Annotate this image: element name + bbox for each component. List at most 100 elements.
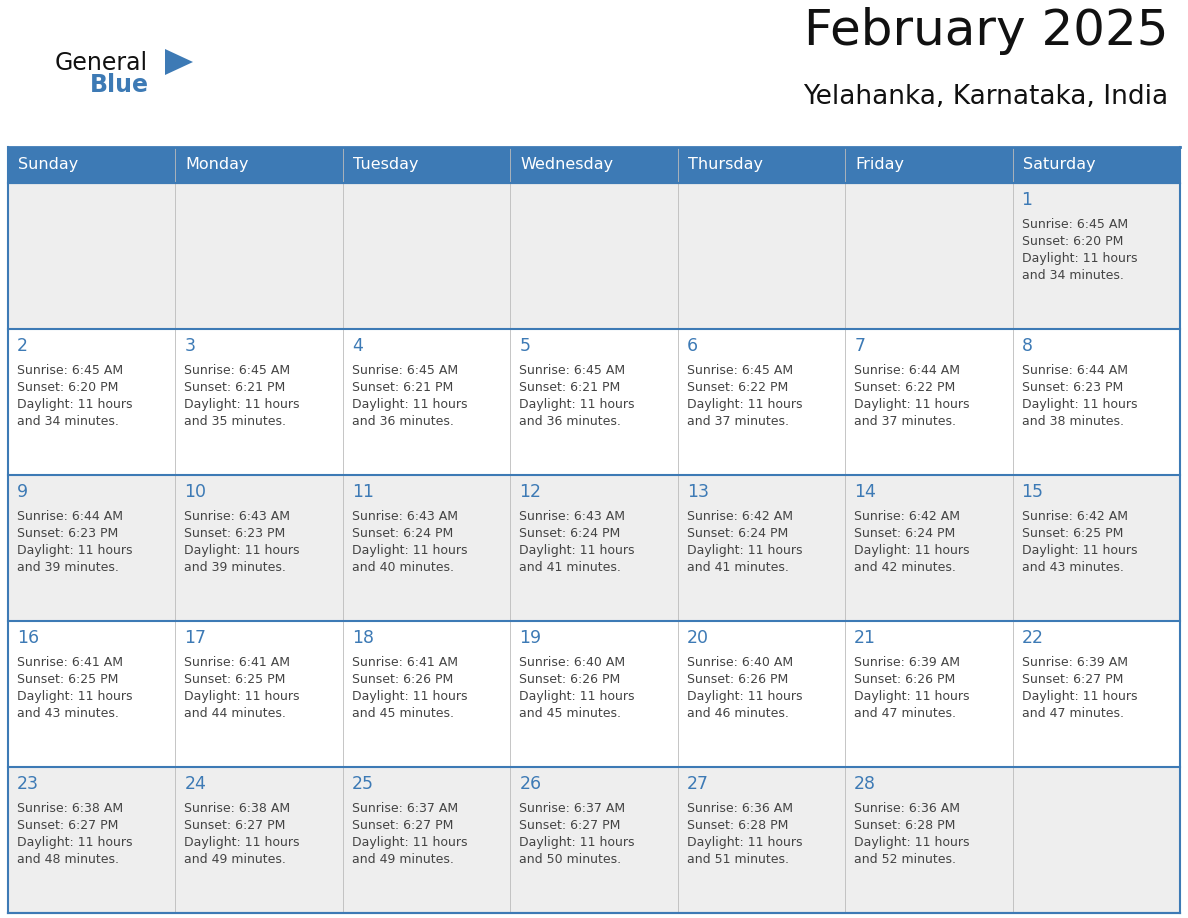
Text: 4: 4 (352, 337, 362, 355)
FancyBboxPatch shape (677, 183, 845, 329)
Text: Tuesday: Tuesday (353, 158, 418, 173)
Text: Sunrise: 6:45 AM: Sunrise: 6:45 AM (519, 364, 625, 377)
FancyBboxPatch shape (1012, 475, 1180, 621)
FancyBboxPatch shape (176, 621, 343, 767)
Text: Sunset: 6:23 PM: Sunset: 6:23 PM (184, 527, 285, 540)
Text: Sunset: 6:24 PM: Sunset: 6:24 PM (687, 527, 788, 540)
Text: Sunset: 6:27 PM: Sunset: 6:27 PM (1022, 673, 1123, 686)
Text: Sunset: 6:25 PM: Sunset: 6:25 PM (17, 673, 119, 686)
Text: Daylight: 11 hours: Daylight: 11 hours (17, 398, 133, 411)
Text: and 41 minutes.: and 41 minutes. (687, 561, 789, 574)
Text: 3: 3 (184, 337, 196, 355)
Text: 12: 12 (519, 483, 542, 501)
FancyBboxPatch shape (845, 183, 1012, 329)
FancyBboxPatch shape (677, 475, 845, 621)
Text: Daylight: 11 hours: Daylight: 11 hours (854, 544, 969, 557)
Text: Daylight: 11 hours: Daylight: 11 hours (854, 398, 969, 411)
FancyBboxPatch shape (176, 475, 343, 621)
Text: Sunset: 6:20 PM: Sunset: 6:20 PM (1022, 235, 1123, 248)
Text: Friday: Friday (855, 158, 904, 173)
FancyBboxPatch shape (8, 621, 176, 767)
Text: Sunset: 6:26 PM: Sunset: 6:26 PM (519, 673, 620, 686)
FancyBboxPatch shape (8, 329, 176, 475)
Text: Sunset: 6:21 PM: Sunset: 6:21 PM (352, 381, 453, 394)
Text: 28: 28 (854, 775, 876, 793)
Text: Sunset: 6:28 PM: Sunset: 6:28 PM (854, 819, 955, 832)
Text: Sunset: 6:25 PM: Sunset: 6:25 PM (1022, 527, 1123, 540)
FancyBboxPatch shape (343, 621, 511, 767)
Text: Sunrise: 6:44 AM: Sunrise: 6:44 AM (17, 510, 124, 523)
Text: Daylight: 11 hours: Daylight: 11 hours (184, 836, 299, 849)
Text: Sunset: 6:27 PM: Sunset: 6:27 PM (184, 819, 286, 832)
Text: and 37 minutes.: and 37 minutes. (854, 415, 956, 428)
Text: Sunset: 6:24 PM: Sunset: 6:24 PM (352, 527, 453, 540)
Text: Sunrise: 6:38 AM: Sunrise: 6:38 AM (184, 802, 291, 815)
FancyBboxPatch shape (1012, 621, 1180, 767)
Text: Sunset: 6:20 PM: Sunset: 6:20 PM (17, 381, 119, 394)
FancyBboxPatch shape (1012, 183, 1180, 329)
Text: Sunrise: 6:40 AM: Sunrise: 6:40 AM (687, 656, 792, 669)
Text: Sunset: 6:26 PM: Sunset: 6:26 PM (352, 673, 453, 686)
FancyBboxPatch shape (8, 183, 176, 329)
Text: 1: 1 (1022, 191, 1032, 209)
Text: Sunset: 6:21 PM: Sunset: 6:21 PM (519, 381, 620, 394)
Text: Sunrise: 6:36 AM: Sunrise: 6:36 AM (687, 802, 792, 815)
Text: and 36 minutes.: and 36 minutes. (352, 415, 454, 428)
FancyBboxPatch shape (845, 767, 1012, 913)
FancyBboxPatch shape (845, 475, 1012, 621)
Text: and 41 minutes.: and 41 minutes. (519, 561, 621, 574)
Text: 14: 14 (854, 483, 876, 501)
Text: and 52 minutes.: and 52 minutes. (854, 853, 956, 866)
Text: 18: 18 (352, 629, 374, 647)
Text: Daylight: 11 hours: Daylight: 11 hours (352, 398, 467, 411)
Text: Daylight: 11 hours: Daylight: 11 hours (1022, 690, 1137, 703)
FancyBboxPatch shape (343, 329, 511, 475)
FancyBboxPatch shape (511, 183, 677, 329)
Text: Daylight: 11 hours: Daylight: 11 hours (687, 836, 802, 849)
FancyBboxPatch shape (176, 329, 343, 475)
Text: 8: 8 (1022, 337, 1032, 355)
Text: and 35 minutes.: and 35 minutes. (184, 415, 286, 428)
Text: 20: 20 (687, 629, 709, 647)
Text: Sunday: Sunday (18, 158, 78, 173)
Text: and 42 minutes.: and 42 minutes. (854, 561, 956, 574)
Text: 15: 15 (1022, 483, 1043, 501)
Text: and 38 minutes.: and 38 minutes. (1022, 415, 1124, 428)
FancyBboxPatch shape (343, 183, 511, 329)
Text: Sunrise: 6:42 AM: Sunrise: 6:42 AM (854, 510, 960, 523)
Text: Sunset: 6:25 PM: Sunset: 6:25 PM (184, 673, 286, 686)
Text: and 45 minutes.: and 45 minutes. (519, 707, 621, 720)
Text: 11: 11 (352, 483, 374, 501)
Text: Sunrise: 6:39 AM: Sunrise: 6:39 AM (1022, 656, 1127, 669)
Text: Daylight: 11 hours: Daylight: 11 hours (519, 398, 634, 411)
Text: 17: 17 (184, 629, 207, 647)
Text: Daylight: 11 hours: Daylight: 11 hours (184, 544, 299, 557)
Text: Sunrise: 6:43 AM: Sunrise: 6:43 AM (352, 510, 457, 523)
Text: Sunrise: 6:44 AM: Sunrise: 6:44 AM (1022, 364, 1127, 377)
Text: Sunset: 6:26 PM: Sunset: 6:26 PM (854, 673, 955, 686)
Text: and 34 minutes.: and 34 minutes. (1022, 269, 1124, 282)
Text: 23: 23 (17, 775, 39, 793)
Text: General: General (55, 51, 148, 75)
Text: Sunset: 6:24 PM: Sunset: 6:24 PM (854, 527, 955, 540)
Polygon shape (165, 49, 192, 75)
Text: Daylight: 11 hours: Daylight: 11 hours (854, 836, 969, 849)
Text: Daylight: 11 hours: Daylight: 11 hours (1022, 252, 1137, 265)
Text: Sunrise: 6:45 AM: Sunrise: 6:45 AM (1022, 218, 1127, 231)
Text: and 47 minutes.: and 47 minutes. (1022, 707, 1124, 720)
Text: Sunrise: 6:36 AM: Sunrise: 6:36 AM (854, 802, 960, 815)
Text: Daylight: 11 hours: Daylight: 11 hours (519, 544, 634, 557)
Text: and 43 minutes.: and 43 minutes. (17, 707, 119, 720)
Text: 21: 21 (854, 629, 876, 647)
Text: February 2025: February 2025 (803, 7, 1168, 55)
FancyBboxPatch shape (511, 767, 677, 913)
FancyBboxPatch shape (845, 329, 1012, 475)
FancyBboxPatch shape (1012, 767, 1180, 913)
Text: Daylight: 11 hours: Daylight: 11 hours (17, 544, 133, 557)
Text: Monday: Monday (185, 158, 249, 173)
Text: and 43 minutes.: and 43 minutes. (1022, 561, 1124, 574)
Text: Sunrise: 6:45 AM: Sunrise: 6:45 AM (184, 364, 291, 377)
Text: Sunrise: 6:41 AM: Sunrise: 6:41 AM (184, 656, 290, 669)
FancyBboxPatch shape (677, 767, 845, 913)
Text: Daylight: 11 hours: Daylight: 11 hours (17, 836, 133, 849)
